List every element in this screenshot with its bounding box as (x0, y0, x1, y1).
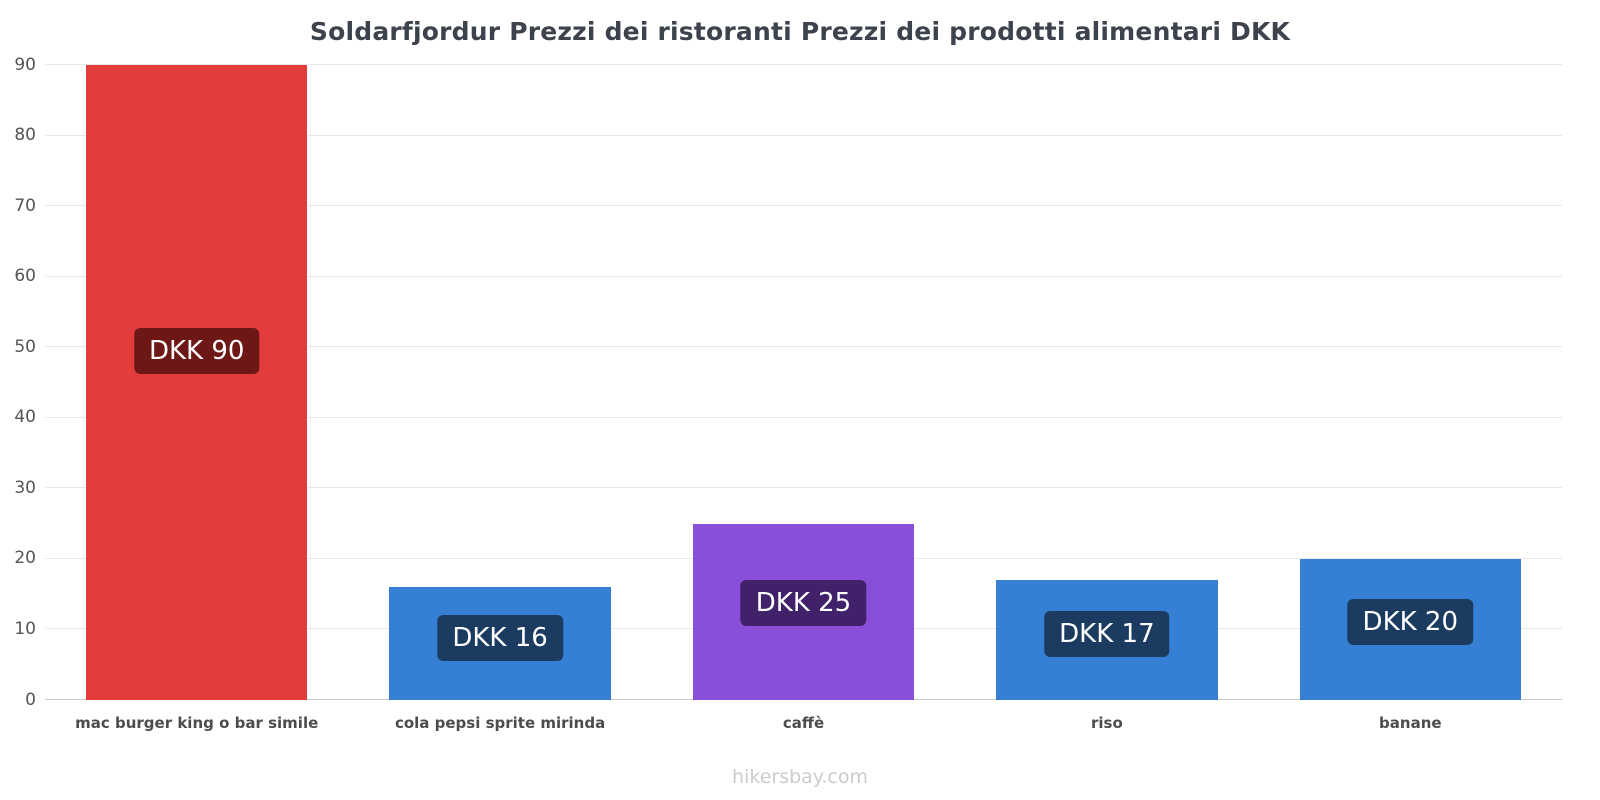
y-tick-label: 30 (14, 477, 36, 498)
bar-value-badge: DKK 90 (133, 327, 260, 374)
y-tick-label: 10 (14, 618, 36, 639)
category-label: banane (1379, 714, 1442, 732)
bar-3: DKK 25 (692, 523, 915, 700)
gridline: 80 (14, 125, 1562, 145)
y-tick-label: 40 (14, 407, 36, 428)
category-label: caffè (782, 714, 825, 732)
bar-1: DKK 90 (85, 65, 308, 700)
gridline: 70 (14, 196, 1562, 216)
bar-4: DKK 17 (996, 580, 1218, 700)
bar-value-badge: DKK 16 (437, 614, 563, 661)
chart-title: Soldarfjordur Prezzi dei ristoranti Prez… (309, 17, 1291, 46)
category-label: mac burger king o bar simile (75, 714, 319, 732)
y-tick-label: 0 (25, 689, 36, 710)
y-tick-label: 90 (14, 54, 36, 75)
y-tick-label: 60 (14, 266, 36, 287)
y-tick-label: 80 (14, 125, 36, 146)
category-label: cola pepsi sprite mirinda (394, 714, 606, 732)
y-tick-label: 70 (14, 195, 36, 216)
category-axis: mac burger king o bar simile cola pepsi s… (45, 714, 1562, 736)
gridline: 40 (14, 407, 1562, 427)
y-tick-label: 50 (14, 336, 36, 357)
category-label: riso (1090, 714, 1123, 732)
bar-2: DKK 16 (389, 587, 611, 700)
bar-value-badge: DKK 17 (1044, 611, 1170, 658)
bar-value-badge: DKK 20 (1347, 599, 1474, 646)
plot-area: 0 10 20 30 40 50 60 70 80 90 DKK 90 DKK 16 DKK 25 DKK… (14, 55, 1562, 710)
bar-value-badge: DKK 25 (740, 580, 867, 626)
gridline: 30 (14, 478, 1562, 498)
gridline: 50 (14, 337, 1562, 357)
bar-5: DKK 20 (1299, 558, 1522, 700)
y-tick-label: 20 (14, 548, 36, 569)
gridline: 90 (14, 55, 1562, 75)
watermark-text: hikersbay.com (732, 766, 868, 788)
gridline: 60 (14, 266, 1562, 286)
